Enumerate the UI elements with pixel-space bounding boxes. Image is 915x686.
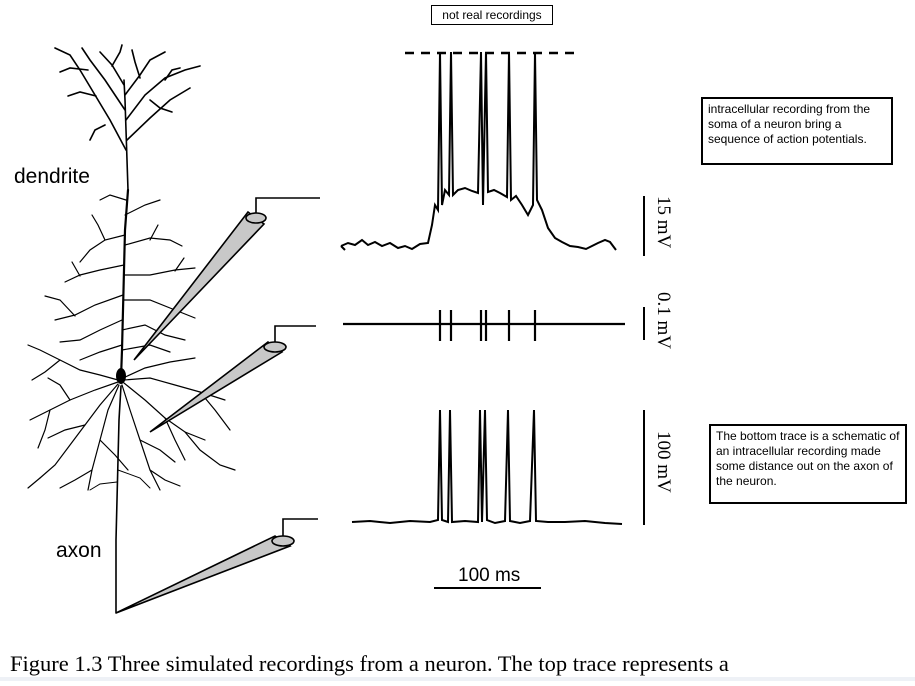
traces (340, 51, 625, 525)
header-label: not real recordings (431, 5, 553, 25)
caption-divider (0, 677, 915, 681)
electrode-soma (149, 325, 316, 433)
trace-mid-spikes (438, 310, 537, 341)
apical-tuft (54, 44, 201, 191)
electrode-axon (115, 518, 318, 614)
oblique-dendrites (44, 194, 196, 361)
figure-caption: Figure 1.3 Three simulated recordings fr… (10, 651, 729, 676)
note-bottom: The bottom trace is a schematic of an in… (709, 424, 907, 504)
scale-bars (434, 196, 645, 589)
note-top: intracellular recording from the soma of… (701, 97, 893, 165)
apical-trunk (119, 188, 130, 380)
trace-bottom (351, 409, 623, 525)
axon-process (115, 385, 122, 614)
electrode-dendrite (133, 197, 320, 361)
scale-label-bottom: 100 mV (653, 431, 674, 493)
scale-label-time: 100 ms (458, 565, 520, 586)
trace-top (340, 51, 617, 251)
electrodes (115, 197, 320, 614)
neuron-drawing (27, 44, 236, 614)
basal-dendrites (27, 344, 236, 491)
label-axon: axon (56, 539, 102, 562)
label-dendrite: dendrite (14, 165, 90, 188)
scale-label-top: 15 mV (653, 196, 674, 249)
scale-label-mid: 0.1 mV (653, 292, 674, 349)
